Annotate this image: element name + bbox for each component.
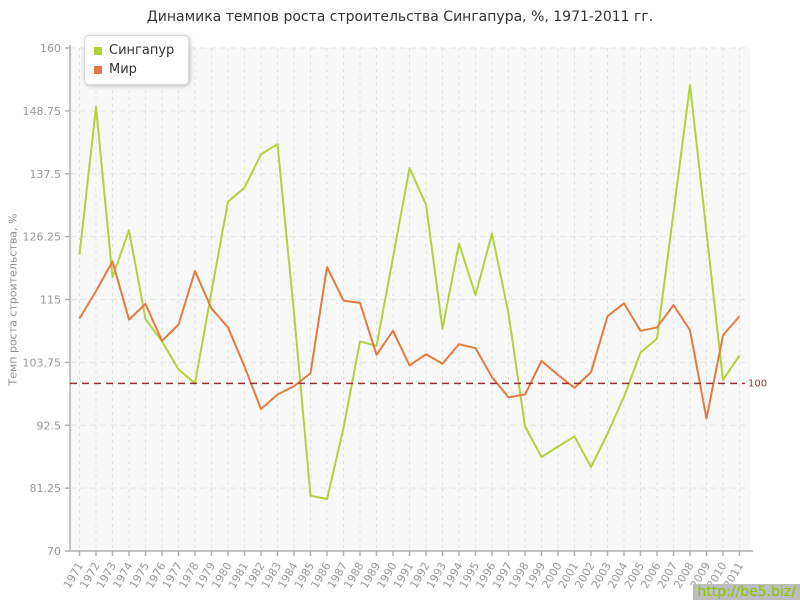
reference-line-label: 100 [748, 378, 767, 389]
y-tick-label: 115 [40, 294, 61, 307]
legend-item-world: Мир [94, 60, 174, 79]
series-line-singapore [78, 83, 741, 501]
legend-label-world: Мир [109, 62, 137, 77]
legend-item-singapore: Сингапур [94, 41, 174, 60]
chart-title: Динамика темпов роста строительства Синг… [146, 9, 654, 25]
y-tick-label: 160 [40, 42, 61, 55]
series-line-world [78, 260, 741, 420]
watermark-link[interactable]: http://be5.biz/ [693, 584, 800, 600]
y-tick-label: 148.75 [23, 105, 62, 118]
singapore-series-swatch-icon [94, 46, 102, 55]
legend-label-singapore: Сингапур [109, 43, 175, 58]
y-tick-label: 126.25 [23, 231, 62, 244]
y-tick-label: 81.25 [30, 482, 62, 495]
world-series-swatch-icon [94, 65, 102, 74]
y-tick-label: 137.5 [30, 168, 62, 181]
y-tick-label: 92.5 [37, 419, 62, 432]
legend-box: Сингапур Мир [84, 35, 190, 85]
y-tick-label: 70 [47, 545, 61, 558]
y-tick-label: 103.75 [23, 356, 62, 369]
